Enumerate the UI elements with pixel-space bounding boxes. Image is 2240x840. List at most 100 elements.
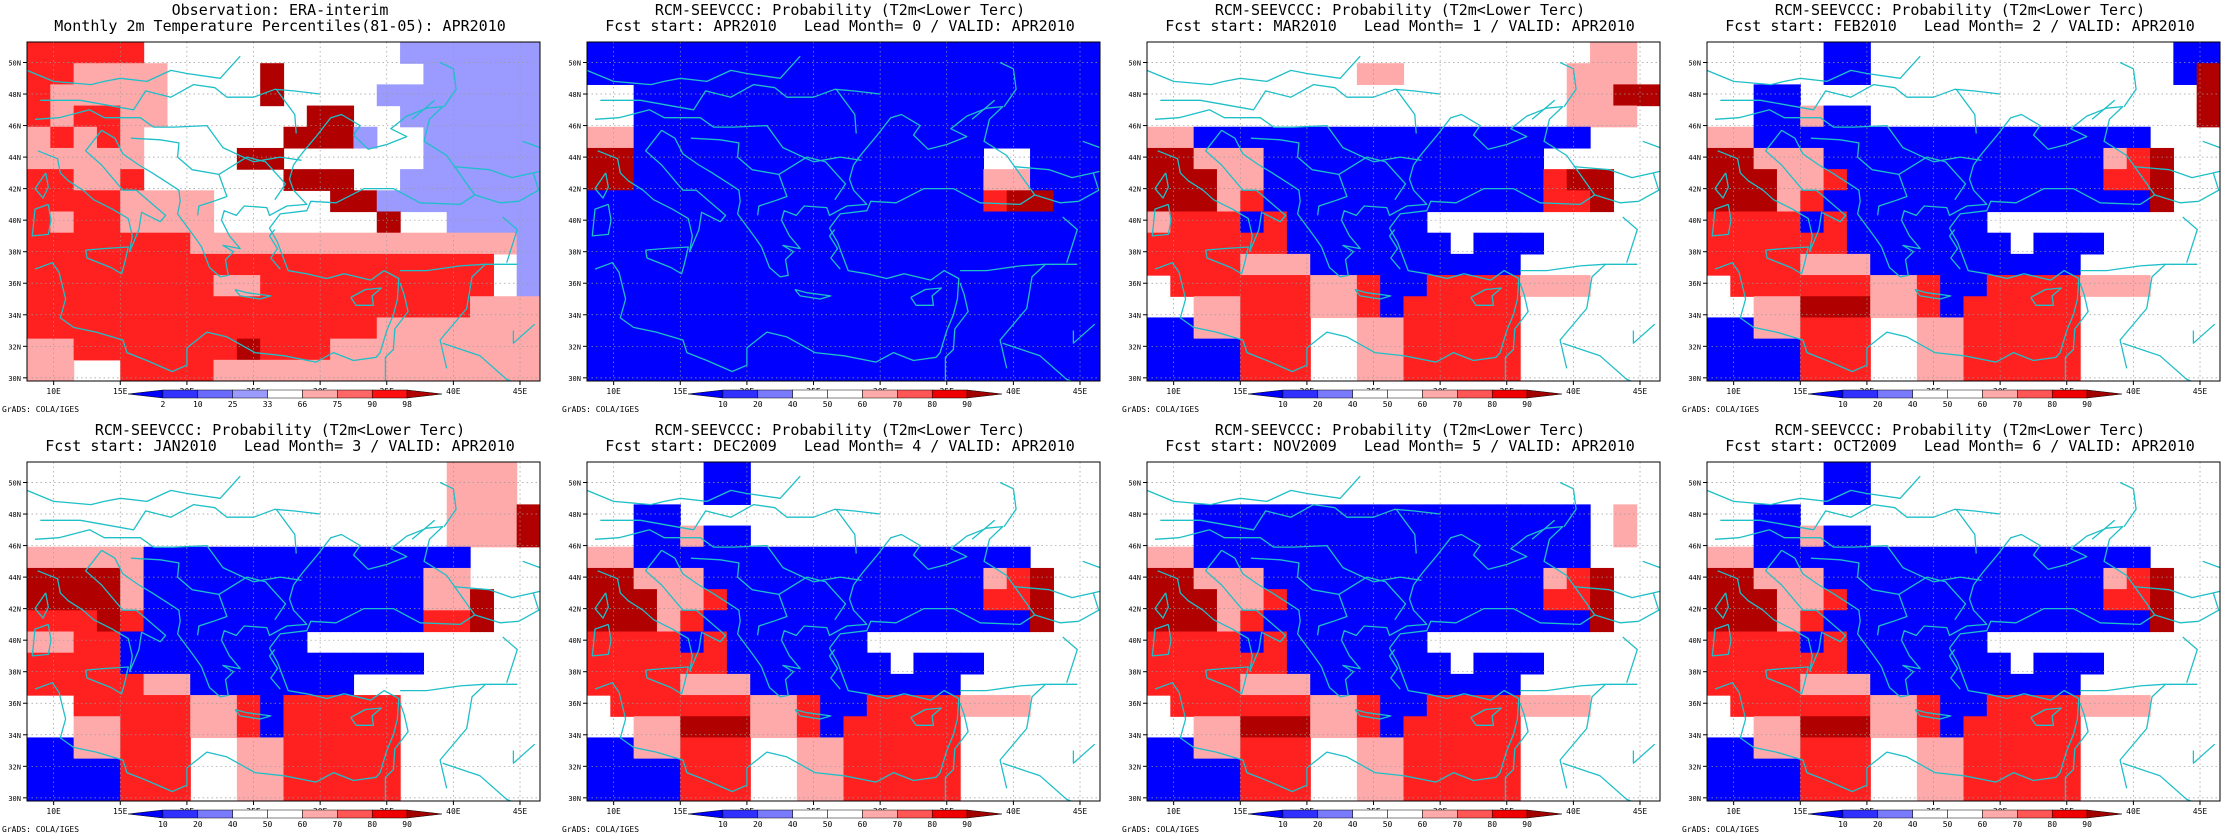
grads-credit: GrADS: COLA/IGES bbox=[2, 405, 80, 414]
coastline bbox=[502, 636, 518, 683]
grid-cell bbox=[1473, 779, 1498, 801]
coastline bbox=[1062, 216, 1078, 263]
color-legend: 10 20 40 50 60 70 80 90 bbox=[687, 389, 1003, 409]
grid-cell bbox=[236, 317, 261, 340]
grid-cell bbox=[50, 338, 75, 361]
grid-cell bbox=[1753, 105, 1778, 128]
grid-cell bbox=[773, 610, 798, 633]
grid-cell bbox=[1916, 253, 1941, 276]
grid-cell bbox=[1286, 631, 1311, 654]
grid-cell bbox=[96, 652, 121, 675]
coastline bbox=[1531, 99, 1556, 120]
legend-label: 50 bbox=[1383, 820, 1393, 829]
grid-cell bbox=[1147, 779, 1171, 801]
grid-cell bbox=[1263, 737, 1288, 760]
legend-label: 20 bbox=[753, 400, 763, 409]
grid-cell bbox=[1193, 147, 1218, 170]
coastline bbox=[1948, 229, 1961, 270]
legend-label: 10 bbox=[718, 820, 728, 829]
grid-cell bbox=[143, 610, 168, 633]
grid-cell bbox=[283, 610, 308, 633]
lat-tick-label: 46N bbox=[8, 123, 21, 131]
grid-cell bbox=[843, 652, 868, 675]
grid-cell bbox=[890, 126, 915, 149]
grid-cell bbox=[2103, 275, 2128, 297]
grid-cell bbox=[610, 190, 635, 213]
grid-cell bbox=[2010, 673, 2035, 696]
grid-cell bbox=[1846, 317, 1871, 340]
grid-cell bbox=[843, 737, 868, 760]
grid-cell bbox=[1216, 126, 1241, 149]
grid-cell bbox=[703, 546, 728, 569]
grid-cell bbox=[587, 253, 611, 276]
grid-cell bbox=[190, 716, 215, 739]
grid-cell bbox=[1916, 169, 1941, 191]
grid-cell bbox=[843, 42, 868, 64]
grid-cell bbox=[1916, 652, 1941, 675]
grid-cell bbox=[890, 673, 915, 696]
grid-cell bbox=[2173, 42, 2198, 64]
coastline bbox=[1082, 560, 1100, 569]
lat-tick-label: 36N bbox=[568, 280, 581, 288]
lat-tick-label: 48N bbox=[568, 511, 581, 519]
grid-cell bbox=[1473, 504, 1498, 527]
coastline-layer bbox=[587, 475, 1100, 801]
coastline bbox=[1955, 88, 1977, 134]
grid-cell bbox=[1893, 589, 1918, 611]
grid-cell bbox=[1870, 190, 1895, 213]
grid-cell bbox=[1916, 737, 1941, 760]
lat-tick-label: 38N bbox=[1688, 669, 1701, 677]
grid-cell bbox=[866, 232, 891, 255]
legend-swatch bbox=[1352, 809, 1388, 819]
grid-cell bbox=[1356, 296, 1381, 319]
grid-cell bbox=[866, 716, 891, 739]
legend-label: 20 bbox=[1873, 400, 1883, 409]
coastline bbox=[644, 246, 689, 275]
grid-cell bbox=[2126, 126, 2151, 149]
grid-cell bbox=[820, 296, 845, 319]
grid-cell bbox=[1986, 673, 2011, 696]
grid-cell bbox=[703, 169, 728, 191]
grid-cell bbox=[1823, 42, 1848, 64]
grid-cell bbox=[166, 737, 191, 760]
grid-cell bbox=[913, 589, 938, 611]
grid-cell bbox=[423, 317, 448, 340]
grid-cell bbox=[493, 359, 518, 381]
grid-cell bbox=[1030, 169, 1054, 191]
grid-cell bbox=[680, 84, 705, 107]
grid-cell bbox=[306, 673, 331, 696]
grid-cell bbox=[750, 296, 775, 319]
grid-cell bbox=[936, 253, 961, 276]
grid-cell bbox=[1450, 126, 1475, 149]
lat-tick-label: 40N bbox=[1128, 217, 1141, 225]
coastline bbox=[600, 503, 881, 531]
grid-cell bbox=[587, 63, 611, 85]
grid-cell bbox=[1403, 758, 1428, 781]
grid-cell bbox=[750, 190, 775, 213]
grid-cell bbox=[960, 84, 985, 107]
grid-cell bbox=[1730, 126, 1755, 149]
grid-cell bbox=[703, 567, 728, 590]
coastline bbox=[1955, 508, 1977, 554]
grid-cell bbox=[1707, 610, 1731, 633]
grid-cell bbox=[1380, 296, 1405, 319]
grid-cell bbox=[1893, 253, 1918, 276]
grid-cell bbox=[656, 673, 681, 696]
lat-tick-label: 34N bbox=[1688, 312, 1701, 320]
grid-cell bbox=[936, 84, 961, 107]
lat-tick-label: 38N bbox=[8, 669, 21, 677]
map-canvas: 10E15E20E25E30E35E40E45E30N32N34N36N38N4… bbox=[1688, 41, 2221, 409]
lat-tick-label: 36N bbox=[8, 700, 21, 708]
grid-cell bbox=[2056, 589, 2081, 611]
grid-cell bbox=[516, 211, 540, 234]
grid-cell bbox=[1893, 546, 1918, 569]
lon-tick-label: 10E bbox=[1166, 807, 1181, 816]
grid-cell bbox=[306, 338, 331, 361]
legend-label: 70 bbox=[1453, 400, 1463, 409]
grid-cell bbox=[1147, 211, 1171, 234]
grid-cell bbox=[726, 211, 751, 234]
grid-cell bbox=[1753, 147, 1778, 170]
legend-swatch bbox=[827, 389, 863, 399]
grid-cell bbox=[1450, 296, 1475, 319]
panel-subtitle: Fcst start: OCT2009 Lead Month= 6 / VALI… bbox=[1725, 437, 2195, 455]
